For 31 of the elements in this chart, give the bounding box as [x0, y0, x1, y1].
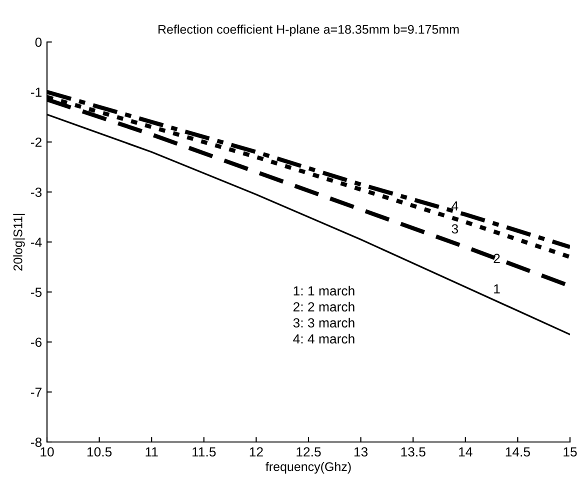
chart-title: Reflection coefficient H-plane a=18.35mm b=9.175mm — [158, 24, 459, 36]
x-tick-label: 10.5 — [87, 447, 112, 457]
y-tick-label: -2 — [30, 138, 42, 147]
x-tick-label: 11.5 — [192, 447, 216, 457]
x-tick-label: 13 — [354, 447, 368, 457]
x-tick-label: 11 — [146, 447, 158, 456]
annotation: 4: 4 march — [293, 334, 354, 344]
annotation: 1: 1 march — [294, 286, 354, 296]
x-tick-label: 10 — [40, 447, 54, 457]
y-tick-label: -6 — [30, 338, 42, 347]
x-tick-label: 15 — [564, 447, 577, 457]
annotation: 2: 2 march — [293, 302, 354, 312]
annotation: 4 — [452, 201, 458, 210]
y-tick-label: -3 — [30, 188, 42, 197]
y-tick-label: 0 — [35, 38, 42, 47]
x-axis-title: frequency(Ghz) — [266, 462, 351, 474]
y-tick-label: -5 — [30, 288, 42, 297]
annotation: 3: 3 march — [293, 318, 354, 328]
y-axis-title: 20log|S11| — [13, 214, 25, 271]
y-tick-label: -4 — [30, 238, 42, 247]
x-tick-label: 12.5 — [296, 447, 321, 457]
annotation: 1 — [494, 284, 500, 294]
x-tick-label: 14.5 — [506, 447, 530, 457]
y-tick-label: -7 — [30, 388, 42, 397]
x-tick-label: 12 — [250, 447, 263, 456]
y-tick-label: -1 — [30, 88, 42, 97]
y-tick-label: -8 — [30, 438, 42, 447]
x-tick-label: 14 — [459, 447, 472, 456]
x-tick-label: 13.5 — [401, 447, 426, 457]
annotation: 3 — [452, 224, 458, 234]
annotation: 2 — [494, 254, 500, 264]
